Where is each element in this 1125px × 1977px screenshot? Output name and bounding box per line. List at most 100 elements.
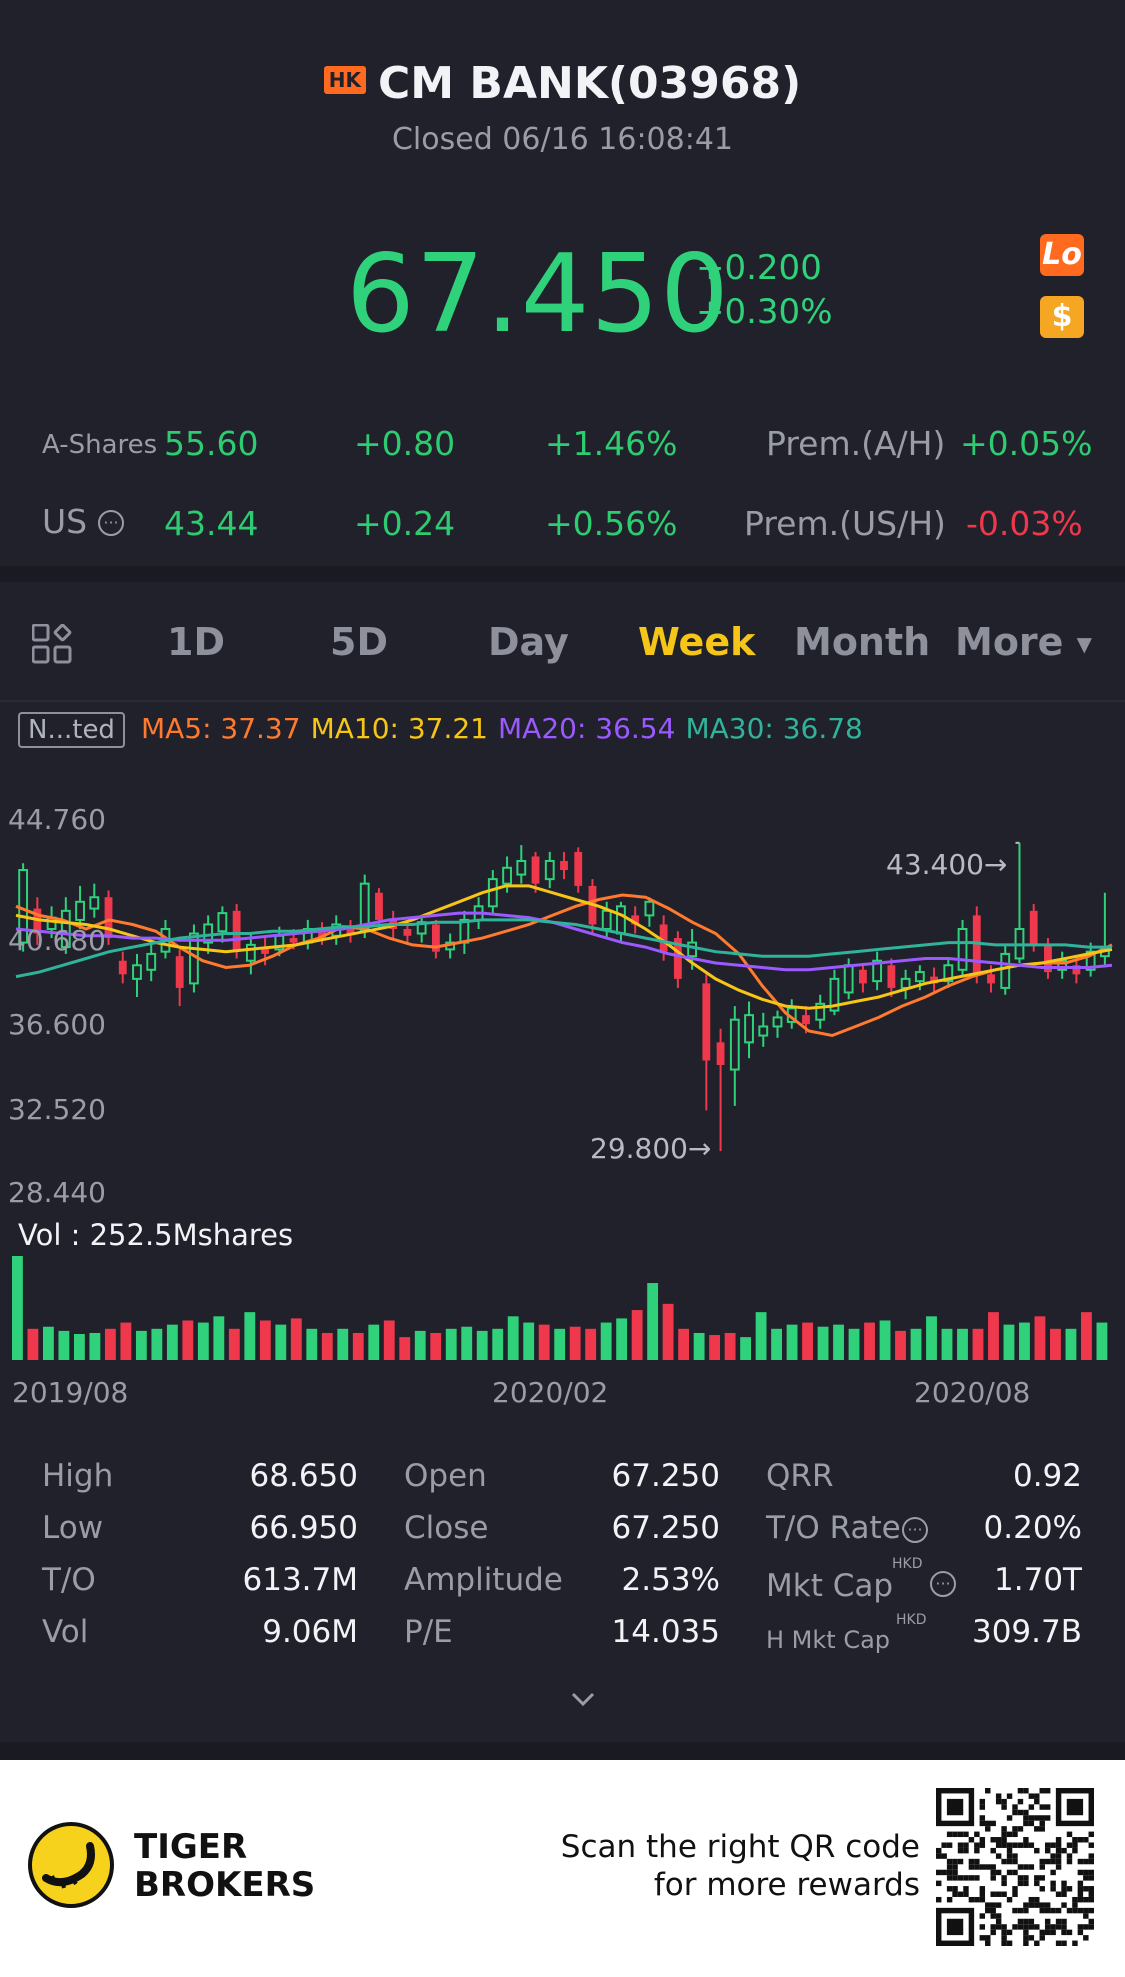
stat-value: 66.950	[249, 1510, 358, 1546]
candle	[631, 906, 640, 934]
candle	[146, 942, 157, 982]
candle-body	[943, 964, 954, 983]
volume-bar	[740, 1337, 752, 1360]
low-marker-value: 29.800	[590, 1132, 688, 1165]
candle	[544, 851, 555, 889]
price-change-pct: +0.30%	[696, 292, 833, 332]
tab-1d[interactable]: 1D	[167, 620, 225, 664]
a-shares-label[interactable]: A-Shares	[42, 430, 158, 460]
volume-bar	[58, 1330, 70, 1360]
tab-more[interactable]: More ▼	[955, 620, 1092, 664]
tab-day[interactable]: Day	[488, 620, 569, 664]
a-shares-pct: +1.46%	[545, 424, 678, 463]
candle	[1057, 951, 1068, 979]
x-tick-label: 2020/08	[914, 1376, 1031, 1409]
candle	[431, 919, 440, 959]
candle	[887, 958, 896, 997]
more-info-icon[interactable]: ···	[98, 510, 124, 536]
candle-body	[687, 941, 698, 958]
stat-label: High	[42, 1458, 114, 1494]
candle-body	[716, 1042, 725, 1066]
candle-body	[60, 909, 71, 949]
a-shares-change: +0.80	[354, 424, 456, 463]
volume-bar	[910, 1328, 922, 1360]
candle	[673, 931, 682, 988]
qr-code-icon[interactable]	[936, 1788, 1094, 1946]
volume-bar	[569, 1326, 581, 1360]
tab-5d[interactable]: 5D	[330, 620, 388, 664]
candle	[531, 851, 540, 893]
us-label[interactable]: US	[42, 502, 88, 541]
volume-label: Vol : 252.5Mshares	[18, 1218, 294, 1252]
stock-name: CM BANK(03968)	[378, 58, 802, 109]
prem-ush-label: Prem.(US/H)	[744, 504, 946, 543]
candle-body	[673, 938, 682, 979]
candle	[118, 951, 127, 984]
candle-body	[972, 915, 981, 975]
volume-bar	[538, 1324, 550, 1360]
tab-month[interactable]: Month	[794, 620, 931, 664]
info-icon[interactable]: ···	[930, 1571, 956, 1597]
stat-label: Vol	[42, 1614, 89, 1650]
volume-bar	[972, 1328, 984, 1360]
volume-chart[interactable]	[0, 1256, 1125, 1361]
candle-body	[872, 959, 883, 983]
ma5-line	[15, 893, 1113, 1038]
ma30-line	[15, 918, 1112, 979]
us-pct: +0.56%	[545, 504, 678, 543]
candle	[858, 962, 867, 993]
candle	[930, 967, 938, 993]
stat-label: T/O	[42, 1562, 96, 1598]
volume-bar	[197, 1322, 209, 1360]
candle	[574, 847, 583, 893]
candle-body	[531, 856, 540, 884]
volume-bar	[833, 1324, 844, 1360]
volume-bar	[1081, 1312, 1092, 1360]
volume-bar	[27, 1328, 39, 1360]
candle	[815, 994, 826, 1029]
volume-bar	[662, 1303, 674, 1360]
volume-bar	[135, 1330, 147, 1360]
volume-bar	[290, 1318, 302, 1360]
candle-body	[217, 912, 228, 933]
dollar-badge[interactable]: $	[1040, 296, 1084, 338]
candle-body	[1029, 910, 1038, 945]
info-icon[interactable]: ···	[902, 1517, 928, 1543]
stat-value: 9.06M	[262, 1614, 358, 1650]
volume-bar	[213, 1316, 225, 1360]
candle-body	[957, 927, 968, 971]
market-badge: HK	[323, 66, 367, 94]
volume-bar	[244, 1312, 256, 1360]
candle	[89, 883, 100, 918]
stat-value: 67.250	[611, 1458, 720, 1494]
stat-value: 2.53%	[621, 1562, 720, 1598]
candle-body	[829, 977, 840, 1012]
volume-bar	[1065, 1328, 1077, 1360]
candle-body	[843, 964, 854, 994]
volume-bar	[430, 1332, 442, 1360]
candle-body	[289, 938, 298, 943]
volume-bar	[166, 1324, 178, 1360]
adjust-mode-selector[interactable]: N...ted	[18, 712, 125, 748]
candle	[957, 919, 968, 977]
candle-body	[502, 866, 512, 885]
brand-line1: TIGER	[134, 1827, 248, 1867]
chart-layout-icon[interactable]	[31, 623, 72, 664]
tab-week[interactable]: Week	[638, 620, 756, 664]
prem-ush-value: -0.03%	[966, 504, 1083, 543]
y-tick-label: 32.520	[8, 1093, 106, 1126]
currency-sup: HKD	[892, 1556, 923, 1572]
brand-name: TIGER BROKERS	[134, 1828, 315, 1904]
level-badge[interactable]: Lo	[1040, 234, 1084, 276]
candle	[175, 949, 184, 1007]
ma-indicator-row: N...ted MA5: 37.37 MA10: 37.21 MA20: 36.54 M…	[18, 712, 863, 748]
candle	[1000, 944, 1011, 995]
candle-body	[245, 943, 256, 962]
volume-bar	[182, 1320, 194, 1360]
candle	[560, 851, 568, 880]
price-chart[interactable]	[0, 780, 1125, 1200]
volume-bar	[42, 1326, 54, 1360]
candle	[716, 1028, 725, 1152]
volume-bar	[755, 1312, 767, 1360]
expand-chevron-icon[interactable]	[568, 1684, 598, 1714]
